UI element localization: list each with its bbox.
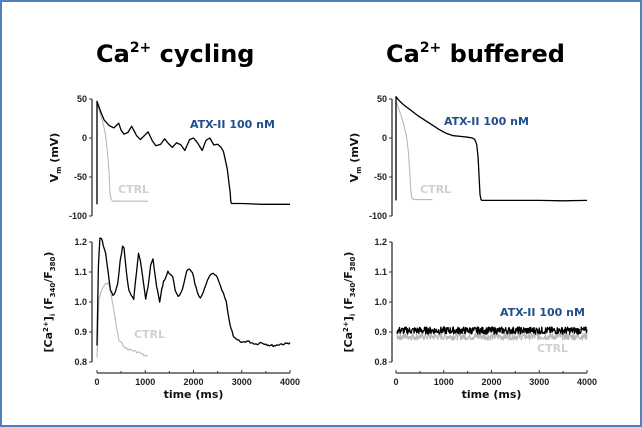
y-tick-label: -100 [69, 211, 87, 221]
y-tick-label: 0.8 [374, 357, 387, 367]
series-atx-trace [396, 326, 588, 335]
x-axis-title: time (ms) [462, 388, 522, 401]
y-tick-label: -50 [74, 172, 87, 182]
x-tick-label: 1000 [434, 377, 454, 387]
x-tick-label: 0 [94, 377, 99, 387]
y-tick-label: 0.9 [74, 327, 87, 337]
y-tick-label: 1.2 [374, 237, 387, 247]
series-ctrl-trace [395, 100, 433, 201]
y-tick-label: -50 [374, 172, 387, 182]
panel-vm-buffered: 50 0 -50 -100 Vm (mV) ATX-II 100 nM CTRL [348, 94, 588, 221]
y-tick-label: 1.2 [74, 237, 87, 247]
y-tick-label: 1.0 [74, 297, 87, 307]
x-tick-label: 2000 [183, 377, 203, 387]
y-axis-title: [Ca2+]i (F340/F380) [42, 252, 57, 353]
title-cycling: Ca2+ cycling [96, 40, 254, 68]
y-tick-label: 50 [77, 94, 87, 104]
y-axis-title: [Ca2+]i (F340/F380) [342, 252, 357, 353]
y-tick-label: 0 [82, 133, 87, 143]
y-tick-label: 1.1 [374, 267, 387, 277]
title-buffered: Ca2+ buffered [386, 40, 565, 68]
y-tick-label: 0.9 [374, 327, 387, 337]
x-tick-label: 2000 [481, 377, 501, 387]
label-atx: ATX-II 100 nM [190, 118, 275, 131]
series-ctrl-trace [96, 282, 148, 358]
y-tick-label: 0.8 [74, 357, 87, 367]
y-tick-label: 50 [377, 94, 387, 104]
series-atx-trace [96, 237, 291, 348]
x-tick-label: 4000 [577, 377, 597, 387]
x-tick-label: 3000 [529, 377, 549, 387]
x-tick-label: 1000 [135, 377, 155, 387]
x-tick-label: 4000 [280, 377, 300, 387]
x-tick-label: 3000 [232, 377, 252, 387]
label-ctrl: CTRL [134, 328, 165, 341]
y-tick-label: 0 [382, 133, 387, 143]
panel-vm-cycling: 50 0 -50 -100 Vm (mV) ATX-II 100 nM CTRL [48, 94, 290, 221]
y-axis-title: Vm (mV) [48, 133, 63, 183]
label-atx: ATX-II 100 nM [500, 306, 585, 319]
label-ctrl: CTRL [420, 183, 451, 196]
y-tick-label: 1.1 [74, 267, 87, 277]
label-ctrl: CTRL [118, 183, 149, 196]
series-ctrl-trace [96, 102, 148, 205]
y-axis-title: Vm (mV) [348, 133, 363, 183]
panel-ca-buffered: 1.2 1.1 1.0 0.9 0.8 0 1000 2000 3000 4000 time (ms… [342, 237, 597, 401]
x-axis-title: time (ms) [164, 388, 224, 401]
x-tick-label: 0 [393, 377, 398, 387]
series-atx-trace [96, 100, 290, 205]
y-tick-label: 1.0 [374, 297, 387, 307]
panel-ca-cycling: 1.2 1.1 1.0 0.9 0.8 0 1000 2000 3000 4000 time (ms… [42, 237, 300, 401]
label-atx: ATX-II 100 nM [444, 115, 529, 128]
y-tick-label: -100 [369, 211, 387, 221]
series-ctrl-trace [396, 332, 588, 341]
label-ctrl: CTRL [537, 342, 568, 355]
series-atx-trace [395, 96, 588, 202]
